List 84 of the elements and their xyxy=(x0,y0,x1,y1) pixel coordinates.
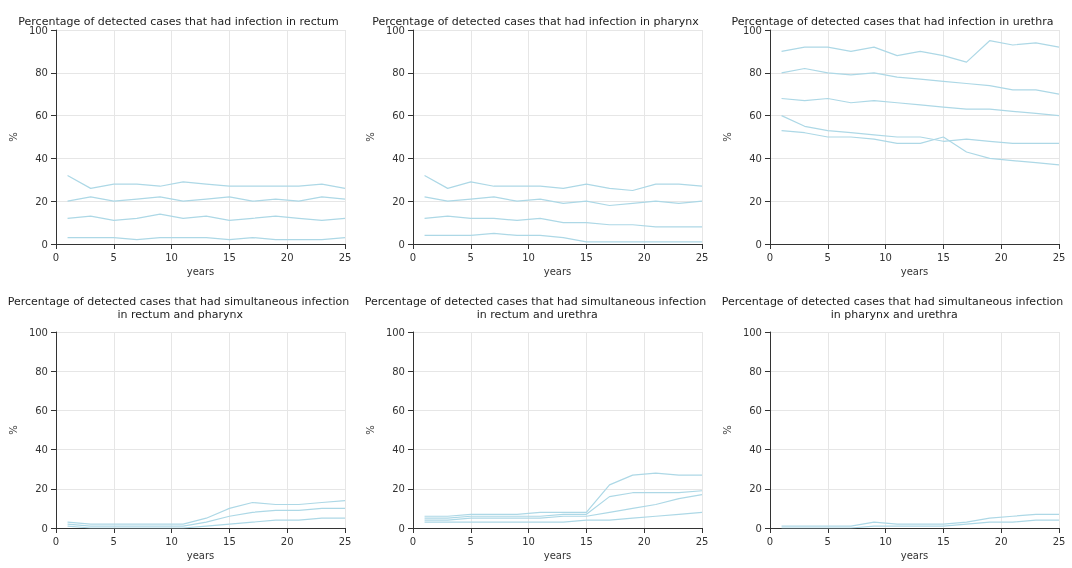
x-tick-label: 5 xyxy=(110,251,117,263)
x-axis-title: years xyxy=(186,266,215,278)
x-tick-label: 10 xyxy=(879,251,892,263)
x-tick-label: 15 xyxy=(580,251,593,263)
x-tick-label: 20 xyxy=(637,251,651,263)
y-tick-label: 80 xyxy=(749,67,762,79)
y-tick-label: 80 xyxy=(35,365,48,377)
y-tick-label: 80 xyxy=(392,365,405,377)
y-tick-label: 0 xyxy=(398,522,405,534)
x-axis-title: years xyxy=(543,266,572,278)
x-tick-label: 0 xyxy=(766,251,774,263)
x-tick-label: 5 xyxy=(110,535,117,547)
y-tick-label: 40 xyxy=(35,152,48,164)
x-axis-title: years xyxy=(543,550,572,562)
y-axis-title: % xyxy=(364,425,376,435)
y-tick-label: 20 xyxy=(35,195,48,207)
y-tick-label: 40 xyxy=(392,444,405,456)
y-axis-title: % xyxy=(721,425,733,435)
y-tick-label: 60 xyxy=(392,404,405,416)
y-tick-label: 0 xyxy=(398,238,405,250)
x-tick-label: 25 xyxy=(338,251,352,263)
y-tick-label: 40 xyxy=(749,152,762,164)
y-tick-label: 60 xyxy=(749,404,762,416)
x-tick-label: 25 xyxy=(1052,535,1066,547)
x-tick-label: 15 xyxy=(223,251,236,263)
y-tick-label: 0 xyxy=(755,238,762,250)
y-tick-label: 0 xyxy=(755,522,762,534)
x-axis-title: years xyxy=(900,266,929,278)
x-tick-label: 5 xyxy=(824,535,831,547)
x-tick-label: 10 xyxy=(165,251,178,263)
x-tick-label: 15 xyxy=(223,535,236,547)
x-tick-label: 0 xyxy=(52,251,60,263)
x-tick-label: 25 xyxy=(695,535,709,547)
x-tick-label: 20 xyxy=(280,535,294,547)
x-tick-label: 0 xyxy=(409,535,417,547)
x-tick-label: 10 xyxy=(879,535,892,547)
x-tick-label: 20 xyxy=(280,251,294,263)
y-tick-label: 0 xyxy=(41,522,48,534)
y-tick-label: 20 xyxy=(749,195,762,207)
y-tick-label: 100 xyxy=(742,326,762,338)
y-tick-label: 60 xyxy=(35,404,48,416)
y-tick-label: 80 xyxy=(35,67,48,79)
y-tick-label: 0 xyxy=(41,238,48,250)
x-tick-label: 20 xyxy=(994,535,1008,547)
x-tick-label: 20 xyxy=(637,535,651,547)
y-tick-label: 20 xyxy=(35,483,48,495)
chart-title: Percentage of detected cases that had simultaneous infection in rectum and pharynx xyxy=(7,295,350,321)
y-tick-label: 40 xyxy=(35,444,48,456)
x-tick-label: 15 xyxy=(580,535,593,547)
x-tick-label: 5 xyxy=(467,251,474,263)
x-tick-label: 5 xyxy=(824,251,831,263)
x-tick-label: 10 xyxy=(165,535,178,547)
y-tick-label: 40 xyxy=(392,152,405,164)
x-axis-title: years xyxy=(900,550,929,562)
chart-title: Percentage of detected cases that had simultaneous infection in rectum and urethra xyxy=(364,295,707,321)
y-tick-label: 40 xyxy=(749,444,762,456)
x-axis-title: years xyxy=(186,550,215,562)
x-tick-label: 0 xyxy=(52,535,60,547)
x-tick-label: 25 xyxy=(1052,251,1066,263)
y-tick-label: 60 xyxy=(749,110,762,122)
x-tick-label: 5 xyxy=(467,535,474,547)
y-axis-title: % xyxy=(721,132,733,142)
x-tick-label: 25 xyxy=(338,535,352,547)
chart-title: Percentage of detected cases that had simultaneous infection in pharynx and urethra xyxy=(721,295,1064,321)
x-tick-label: 15 xyxy=(937,535,950,547)
y-tick-label: 80 xyxy=(392,67,405,79)
x-tick-label: 25 xyxy=(695,251,709,263)
y-tick-label: 100 xyxy=(28,326,48,338)
x-tick-label: 10 xyxy=(522,251,535,263)
y-tick-label: 80 xyxy=(749,365,762,377)
y-axis-title: % xyxy=(7,425,19,435)
y-tick-label: 60 xyxy=(392,110,405,122)
y-tick-label: 20 xyxy=(749,483,762,495)
y-axis-title: % xyxy=(7,132,19,142)
x-tick-label: 0 xyxy=(766,535,774,547)
y-tick-label: 20 xyxy=(392,483,405,495)
x-tick-label: 15 xyxy=(937,251,950,263)
x-tick-label: 20 xyxy=(994,251,1008,263)
x-tick-label: 0 xyxy=(409,251,417,263)
y-tick-label: 20 xyxy=(392,195,405,207)
y-axis-title: % xyxy=(364,132,376,142)
y-tick-label: 60 xyxy=(35,110,48,122)
x-tick-label: 10 xyxy=(522,535,535,547)
y-tick-label: 100 xyxy=(385,326,405,338)
